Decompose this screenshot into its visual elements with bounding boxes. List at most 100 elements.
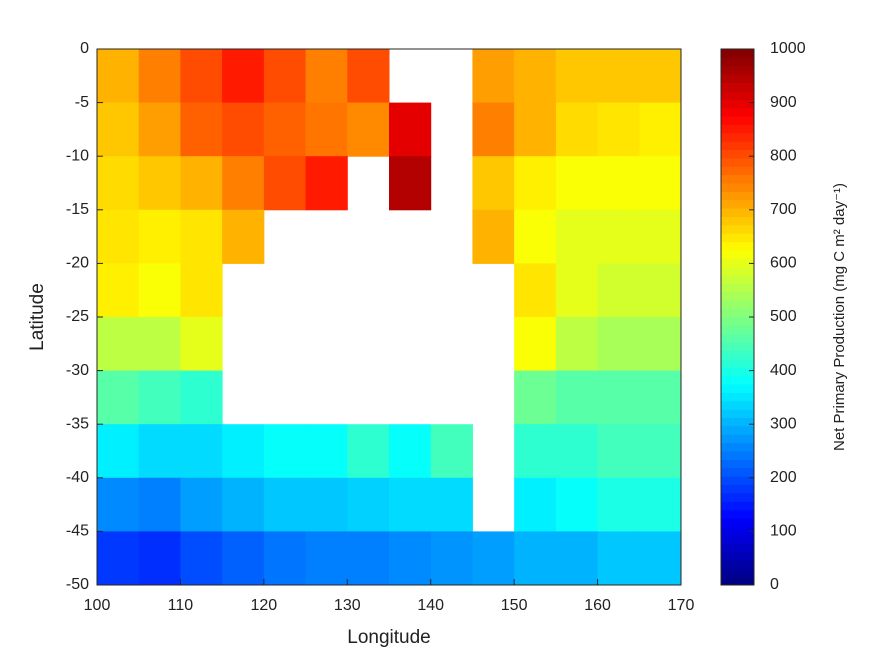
y-tick-label: -15 bbox=[66, 201, 89, 218]
heat-cell bbox=[97, 317, 140, 372]
heat-cell bbox=[180, 49, 223, 104]
heat-cell bbox=[597, 49, 640, 104]
colorbar-band bbox=[721, 49, 754, 58]
heat-cell bbox=[180, 102, 223, 157]
heat-cell bbox=[639, 477, 682, 532]
x-tick-label: 160 bbox=[584, 597, 611, 614]
colorbar-band bbox=[721, 384, 754, 393]
colorbar-tick-label: 0 bbox=[770, 576, 779, 593]
heat-cell bbox=[138, 370, 181, 425]
colorbar-label: Net Primary Production (mg C m² day⁻¹) bbox=[831, 183, 848, 451]
cells bbox=[97, 49, 682, 586]
heat-cell bbox=[597, 477, 640, 532]
colorbar-band bbox=[721, 559, 754, 569]
colorbar-band bbox=[721, 149, 754, 159]
colorbar-band bbox=[721, 224, 754, 234]
heat-cell bbox=[180, 477, 223, 532]
heat-cell bbox=[138, 531, 181, 586]
colorbar-band bbox=[721, 375, 754, 385]
heat-cell bbox=[472, 156, 515, 211]
heat-cell bbox=[97, 370, 140, 425]
colorbar-band bbox=[721, 124, 754, 134]
colorbar-band bbox=[721, 317, 754, 326]
colorbar-band bbox=[721, 325, 754, 335]
heat-cell bbox=[514, 209, 557, 264]
heat-cell bbox=[472, 531, 515, 586]
colorbar-tick-label: 800 bbox=[770, 147, 797, 164]
heat-cell bbox=[639, 317, 682, 372]
heat-cell bbox=[97, 156, 140, 211]
colorbar-band bbox=[721, 74, 754, 83]
colorbar-band bbox=[721, 116, 754, 125]
heat-cell bbox=[514, 531, 557, 586]
heat-cell bbox=[305, 531, 348, 586]
heat-cell bbox=[180, 531, 223, 586]
x-tick-label: 120 bbox=[251, 597, 278, 614]
heat-cell bbox=[180, 317, 223, 372]
heat-cell bbox=[97, 263, 140, 318]
colorbar-band bbox=[721, 300, 754, 310]
heat-cell bbox=[347, 477, 390, 532]
heat-cell bbox=[222, 156, 265, 211]
colorbar-band bbox=[721, 342, 754, 351]
heat-cell bbox=[263, 156, 307, 211]
heat-cell bbox=[597, 370, 640, 425]
x-tick-label: 170 bbox=[668, 597, 695, 614]
x-tick-label: 110 bbox=[168, 597, 194, 614]
colorbar-band bbox=[721, 484, 754, 494]
heat-cell bbox=[138, 49, 181, 104]
colorbar-band bbox=[721, 241, 754, 251]
colorbar-band bbox=[721, 208, 754, 217]
colorbar-band bbox=[721, 166, 754, 176]
colorbar-tick-label: 400 bbox=[770, 362, 797, 379]
heat-cell bbox=[597, 156, 640, 211]
heat-cell bbox=[514, 424, 557, 479]
heat-cell bbox=[222, 477, 265, 532]
y-tick-label: -50 bbox=[66, 576, 89, 593]
heat-cell bbox=[305, 477, 348, 532]
colorbar-band bbox=[721, 568, 754, 578]
colorbar-band bbox=[721, 425, 754, 435]
heat-cell bbox=[597, 531, 640, 586]
heat-cell bbox=[222, 49, 265, 104]
heat-cell bbox=[97, 531, 140, 586]
colorbar-band bbox=[721, 576, 754, 586]
colorbar-tick-label: 100 bbox=[770, 523, 797, 540]
colorbar-band bbox=[721, 183, 754, 192]
colorbar-band bbox=[721, 157, 754, 167]
colorbar-band bbox=[721, 526, 754, 536]
colorbar-band bbox=[721, 283, 754, 293]
heat-cell bbox=[597, 209, 640, 264]
y-tick-label: 0 bbox=[80, 40, 89, 57]
x-tick-label: 130 bbox=[334, 597, 361, 614]
x-tick-label: 100 bbox=[84, 597, 111, 614]
colorbar-band bbox=[721, 65, 754, 75]
heat-cell bbox=[514, 317, 557, 372]
heat-cell bbox=[430, 424, 473, 479]
colorbar-band bbox=[721, 233, 754, 243]
heat-cell bbox=[97, 424, 140, 479]
heat-cell bbox=[514, 263, 557, 318]
y-axis-label: Latitude bbox=[27, 283, 48, 351]
heat-cell bbox=[263, 49, 307, 104]
heat-cell bbox=[430, 531, 473, 586]
heat-cell bbox=[639, 370, 682, 425]
heat-cell bbox=[138, 209, 181, 264]
heat-cell bbox=[639, 102, 682, 157]
heat-cell bbox=[305, 49, 348, 104]
heat-cell bbox=[514, 102, 557, 157]
colorbar-band bbox=[721, 400, 754, 410]
colorbar bbox=[721, 49, 754, 586]
heat-cell bbox=[472, 102, 515, 157]
heat-cell bbox=[430, 477, 473, 532]
colorbar-tick-label: 600 bbox=[770, 255, 797, 272]
y-tick-label: -30 bbox=[66, 362, 89, 379]
colorbar-band bbox=[721, 518, 754, 527]
colorbar-band bbox=[721, 99, 754, 109]
heat-cell bbox=[555, 531, 599, 586]
heat-cell bbox=[263, 424, 307, 479]
y-tick-label: -20 bbox=[66, 255, 89, 272]
heat-cell bbox=[555, 263, 599, 318]
